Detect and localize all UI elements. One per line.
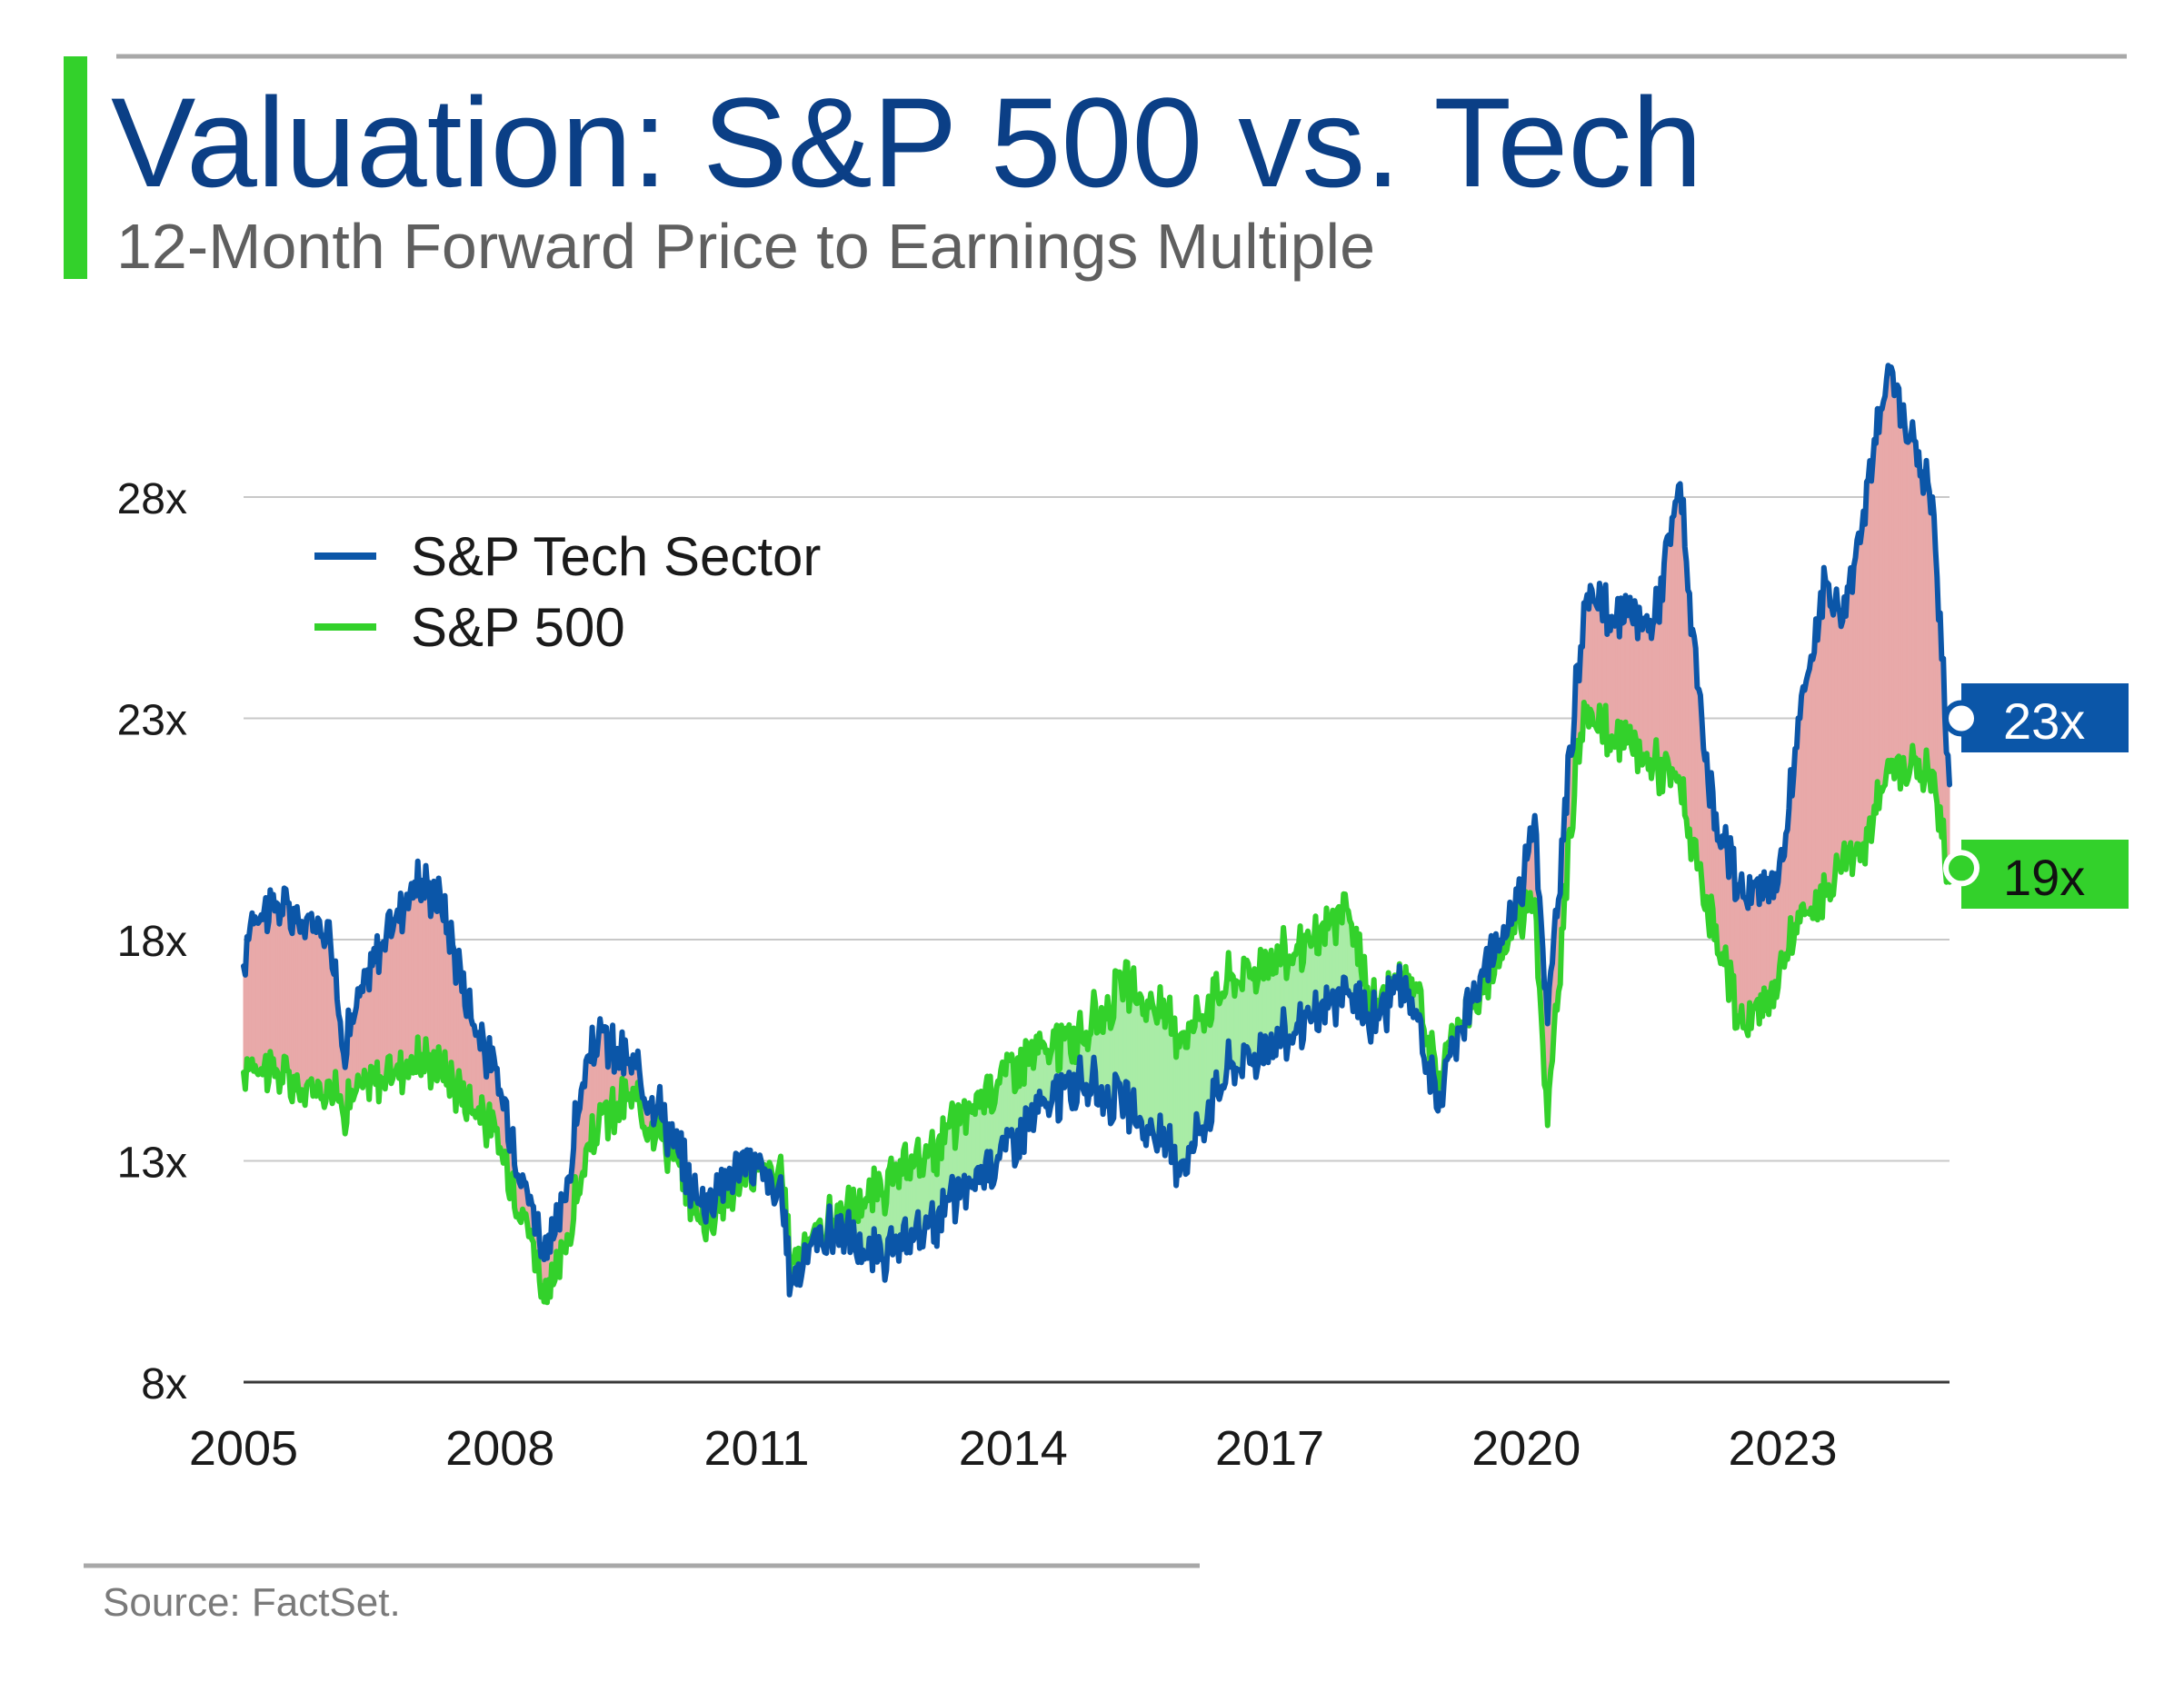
chart-subtitle: 12-Month Forward Price to Earnings Multi… [116,211,1375,282]
badge-layer: 23x 19x [1943,683,2129,909]
sp500-end-label: 19x [2003,849,2085,906]
legend-label-tech: S&P Tech Sector [411,526,821,587]
y-tick-label-3: 13x [117,1140,187,1188]
x-tick-label-6: 2023 [1728,1421,1837,1476]
y-tick-label-4: 8x [141,1360,187,1408]
x-tick-label-5: 2020 [1471,1421,1581,1476]
y-tick-label-0: 28x [117,475,187,523]
legend-label-sp500: S&P 500 [411,597,625,658]
x-tick-label-3: 2014 [959,1421,1068,1476]
header-accent-bar [64,56,87,279]
grid-layer [244,496,1950,1384]
x-tick-label-1: 2008 [445,1421,554,1476]
fill-layer [243,365,1950,1303]
chart-title: Valuation: S&P 500 vs. Tech [111,71,1702,214]
tech-end-label: 23x [2003,692,2085,750]
y-tick-label-2: 18x [117,918,187,966]
x-tick-label-0: 2005 [189,1421,298,1476]
source-note: Source: FactSet. [103,1580,401,1625]
legend: S&P Tech Sector S&P 500 [314,526,821,658]
x-tick-label-4: 2017 [1215,1421,1324,1476]
sp500-end-marker [1943,850,1980,887]
y-tick-label-1: 23x [117,697,187,745]
x-tick-label-2: 2011 [703,1421,809,1476]
tech-end-marker [1943,700,1980,737]
